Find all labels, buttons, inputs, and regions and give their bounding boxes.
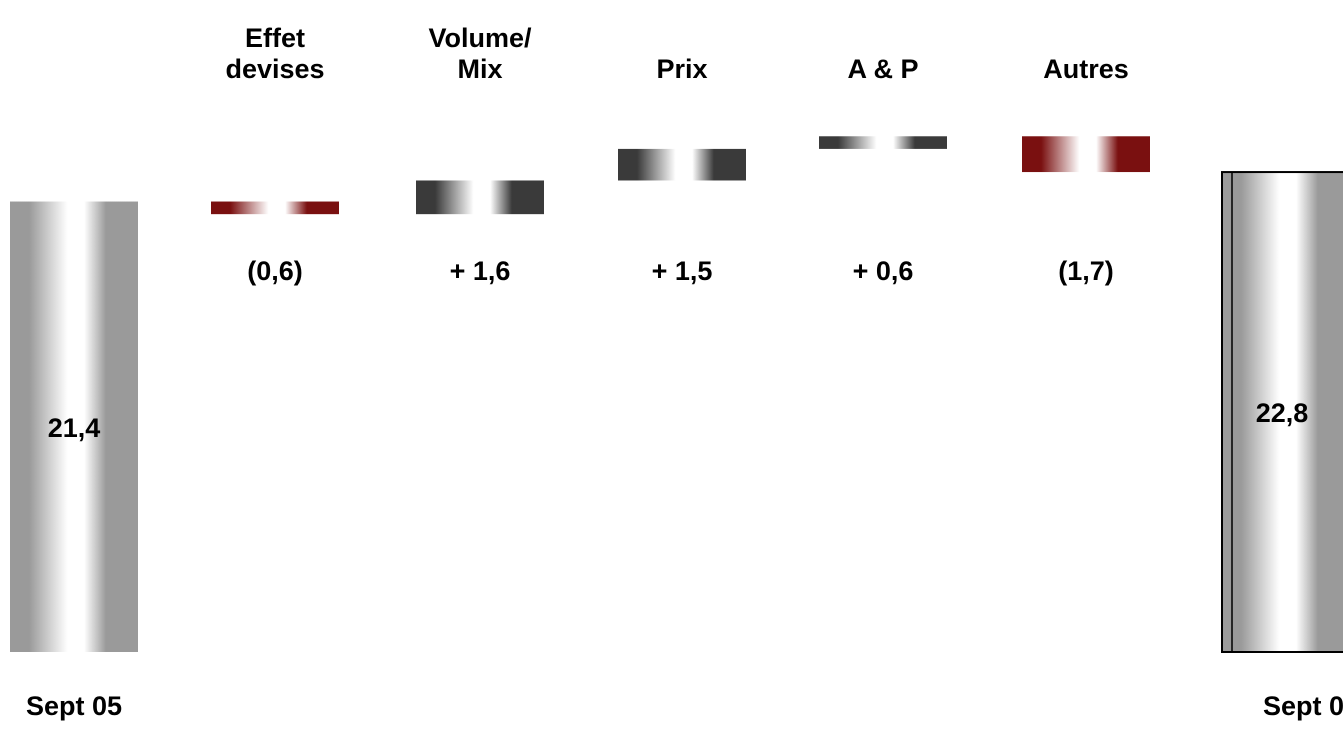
category-label-step-3-line-1: Prix [656,54,707,84]
value-label-step-3: + 1,5 [652,256,713,286]
value-label-end: 22,8 [1256,398,1309,428]
category-label-end: Sept 06 [1263,691,1343,721]
bar-step-5 [1022,136,1150,173]
value-label-step-2: + 1,6 [450,256,511,286]
bar-start [10,201,138,652]
bar-end [1221,171,1343,653]
value-label-step-4: + 0,6 [853,256,914,286]
bars-layer [10,136,1343,653]
category-label-step-5-line-1: Autres [1043,54,1129,84]
bar-step-1 [211,201,339,215]
bar-step-4 [819,136,947,149]
category-label-step-1-line-1: Effet [245,23,305,53]
category-label-step-2-line-1: Volume/ [428,23,532,53]
bar-step-2 [416,180,544,215]
value-label-step-1: (0,6) [247,256,303,286]
bar-step-3 [618,148,746,181]
value-label-step-5: (1,7) [1058,256,1114,286]
category-label-step-1-line-2: devises [225,54,324,84]
category-label-start: Sept 05 [26,691,122,721]
category-label-step-2-line-2: Mix [457,54,502,84]
value-label-start: 21,4 [48,413,101,443]
category-label-step-4-line-1: A & P [847,54,918,84]
